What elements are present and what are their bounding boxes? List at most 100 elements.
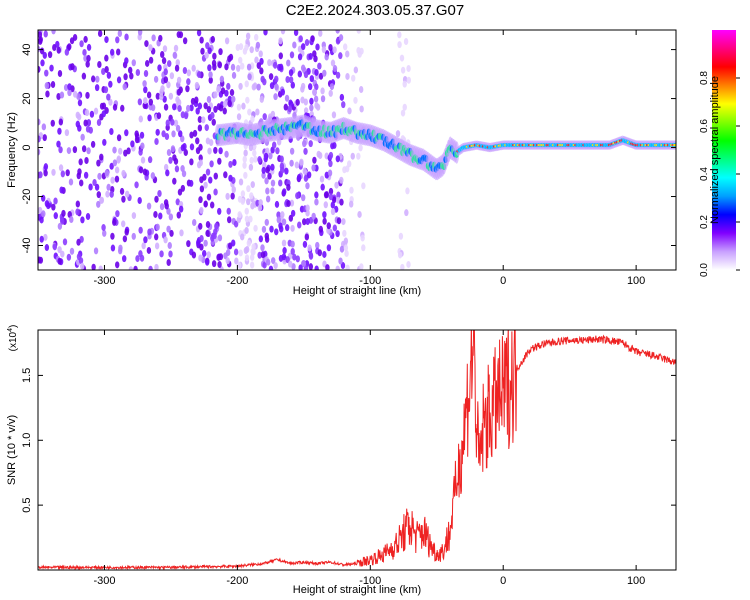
spectrogram-cell xyxy=(169,229,174,237)
y-tick-label: -20 xyxy=(21,189,33,205)
spectrogram-cell xyxy=(265,187,270,195)
spectrogram-cell xyxy=(86,43,92,51)
spectrogram-cell xyxy=(208,139,214,147)
spectrogram-cell xyxy=(297,221,302,229)
spectrogram-cell xyxy=(286,183,291,191)
spectrogram-cell xyxy=(203,181,208,189)
spectrogram-cell xyxy=(325,264,330,270)
spectrogram-cell xyxy=(249,46,254,54)
spectrogram-cell xyxy=(115,36,120,44)
spectrogram-cell xyxy=(155,223,160,231)
spectrogram-cell xyxy=(262,113,267,121)
spectrogram-cell xyxy=(134,130,139,138)
spectrogram-cell xyxy=(66,147,72,155)
spectrogram-cell xyxy=(298,35,303,43)
spectrogram-cell xyxy=(163,103,169,111)
spectrogram-cell xyxy=(278,52,283,60)
spectrogram-cell xyxy=(212,52,217,60)
spectrogram-cell xyxy=(196,70,202,78)
spectrogram-cell xyxy=(109,127,114,135)
spectrogram-cell xyxy=(137,30,143,36)
spectrogram-cell xyxy=(135,68,141,76)
spectrogram-cell xyxy=(358,144,363,152)
spectrogram-cell xyxy=(226,207,231,215)
ridge-peak xyxy=(673,143,676,147)
spectrogram-cell xyxy=(264,218,269,226)
spectrogram-cell xyxy=(180,144,186,152)
spectrogram-cell xyxy=(359,263,364,270)
spectrogram-cell xyxy=(285,224,290,232)
spectrogram-cell xyxy=(281,218,287,226)
spectrogram-cell xyxy=(314,265,319,270)
spectrogram-cell xyxy=(188,179,194,187)
spectrogram-cell xyxy=(210,111,215,119)
spectrogram-cell xyxy=(93,107,99,115)
spectrogram-cell xyxy=(47,51,53,59)
spectrogram-cell xyxy=(165,119,170,127)
spectrogram-cell xyxy=(177,105,182,113)
spectrogram-cell xyxy=(130,140,135,148)
spectrogram-cell xyxy=(223,252,228,260)
spectrogram-cell xyxy=(332,65,338,73)
y-tick-label: -40 xyxy=(21,238,33,254)
spectrogram-cell xyxy=(286,200,291,208)
spectrogram-cell xyxy=(88,126,93,134)
spectrogram-cell xyxy=(148,56,154,64)
spectrogram-cell xyxy=(72,90,78,98)
spectrogram-cell xyxy=(138,115,144,123)
spectrogram-cell xyxy=(62,238,68,246)
spectrogram-cell xyxy=(231,239,236,247)
spectrogram-cell xyxy=(212,63,217,71)
colorbar-gradient xyxy=(712,30,736,270)
spectrogram-cell xyxy=(198,222,203,230)
spectrogram-cell xyxy=(353,66,359,74)
spectrogram-cell xyxy=(228,174,233,182)
spectrogram-cell xyxy=(219,75,225,83)
snr-line xyxy=(38,330,676,570)
spectrogram-cell xyxy=(124,57,129,65)
snr-x-label: Height of straight line (km) xyxy=(293,584,421,596)
spectrogram-cell xyxy=(280,30,286,35)
spectrogram-cell xyxy=(282,188,287,196)
spectrogram-cell xyxy=(292,41,297,49)
spectrogram-cell xyxy=(213,172,218,180)
spectrogram-cell xyxy=(224,150,229,158)
spectrogram-cell xyxy=(161,57,167,65)
spectrogram-cell xyxy=(244,215,250,223)
spectrogram-cell xyxy=(248,215,253,223)
spectrogram-cell xyxy=(289,147,295,155)
spectrogram-cell xyxy=(227,100,232,108)
spectrogram-cell xyxy=(153,210,158,218)
spectrogram-cell xyxy=(133,265,138,270)
spectrogram-cell xyxy=(270,179,276,187)
spectrogram-cell xyxy=(137,98,143,106)
spectrogram-cell xyxy=(66,253,72,261)
spectrogram-cell xyxy=(254,33,259,41)
spectrogram-cell xyxy=(189,104,194,112)
spectrogram-cell xyxy=(317,62,322,70)
colorbar-tick-label: 0.8 xyxy=(699,71,710,85)
snr-frame xyxy=(37,329,677,571)
spectrogram-cell xyxy=(206,251,211,259)
spectrogram-cell xyxy=(186,78,191,86)
x-tick-label: 100 xyxy=(627,275,645,287)
spectrogram-cell xyxy=(168,213,174,221)
spectrogram-cell xyxy=(61,209,66,217)
snr-axes: -300 -200 -100 0 100 0.5 1.0 1.5 xyxy=(21,330,676,587)
spectrogram-cell xyxy=(96,200,101,208)
spectrogram-cell xyxy=(143,97,148,105)
spectrogram-cell xyxy=(262,261,267,269)
spectrogram-cell xyxy=(305,217,310,225)
spectrogram-cell xyxy=(196,161,202,169)
spectrogram-cell xyxy=(293,30,299,37)
spectrogram-cell xyxy=(217,157,222,165)
spectrogram-cell xyxy=(102,229,107,237)
spectrogram-cell xyxy=(288,76,294,84)
spectrogram-cell xyxy=(297,70,303,78)
spectrogram-cell xyxy=(207,147,212,155)
spectrogram-cell xyxy=(280,88,285,96)
spectrogram-cell xyxy=(307,244,312,252)
spectrogram-cell xyxy=(176,76,182,84)
spectrogram-cell xyxy=(147,114,152,122)
